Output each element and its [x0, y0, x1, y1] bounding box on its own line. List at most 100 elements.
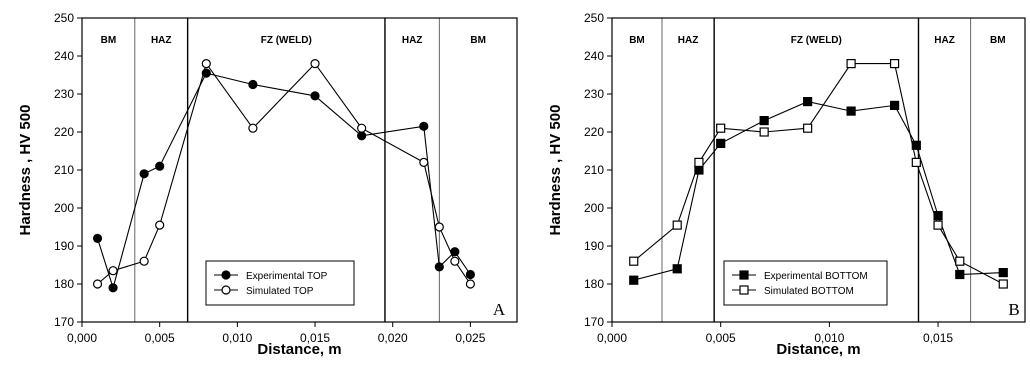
data-point-experimental — [248, 79, 258, 90]
data-point-simulated — [419, 157, 429, 167]
x-tick-label: 0,020 — [378, 331, 408, 345]
data-point-simulated — [955, 256, 965, 266]
chart-panel-a: BM HAZ FZ (WELD) HAZ BM 170 180 190 200 210 220 230… — [17, 11, 518, 358]
y-tick-label: 220 — [584, 125, 604, 139]
data-point-experimental — [629, 275, 639, 285]
data-point-simulated — [998, 279, 1008, 289]
data-point-experimental — [716, 138, 726, 148]
data-point-simulated — [201, 58, 211, 69]
data-point-experimental — [672, 264, 682, 274]
y-tick-label: 250 — [584, 11, 604, 25]
data-point-simulated — [911, 157, 921, 167]
legend-box — [205, 260, 355, 306]
data-point-simulated — [92, 279, 103, 289]
data-point-experimental — [108, 283, 118, 293]
legend-entry: Simulated BOTTOM — [764, 286, 854, 297]
x-axis-label: Distance, m — [776, 341, 860, 358]
data-point-experimental — [759, 115, 769, 126]
x-tick-label: 0,000 — [67, 331, 97, 345]
legend-entry: Experimental TOP — [246, 271, 328, 282]
panel-label: B — [1008, 300, 1019, 319]
y-tick-label: 250 — [54, 11, 74, 25]
x-tick-label: 0,000 — [597, 331, 627, 345]
y-tick-label: 180 — [54, 277, 74, 291]
data-point-simulated — [803, 123, 813, 133]
x-tick-label: 0,015 — [923, 331, 953, 345]
data-point-experimental — [998, 268, 1008, 278]
y-tick-label: 210 — [584, 163, 604, 177]
x-tick-label: 0,010 — [222, 331, 252, 345]
y-tick-label: 230 — [584, 87, 604, 101]
series-line-simulated — [97, 62, 471, 285]
data-point-simulated — [434, 222, 444, 232]
data-point-simulated — [108, 266, 118, 276]
data-point-experimental — [933, 211, 943, 221]
data-point-simulated — [694, 157, 704, 167]
data-point-experimental — [889, 100, 900, 111]
data-point-simulated — [357, 123, 367, 133]
data-point-simulated — [672, 220, 682, 230]
region-label: HAZ — [151, 35, 172, 46]
region-label: BM — [470, 35, 486, 46]
x-tick-label: 0,010 — [814, 331, 844, 345]
data-point-experimental — [955, 269, 965, 280]
y-tick-label: 230 — [54, 87, 74, 101]
region-label: HAZ — [934, 35, 955, 46]
x-tick-label: 0,005 — [145, 331, 175, 345]
data-point-experimental — [434, 262, 444, 272]
series-line-experimental — [97, 72, 471, 290]
y-tick-label: 180 — [584, 277, 604, 291]
y-tick-label: 170 — [54, 315, 74, 329]
data-point-simulated — [716, 123, 726, 133]
data-point-experimental — [139, 169, 149, 179]
y-tick-label: 190 — [584, 239, 604, 253]
data-point-simulated — [629, 256, 639, 266]
data-point-simulated — [155, 220, 165, 230]
data-point-experimental — [803, 96, 813, 107]
region-label: HAZ — [678, 35, 699, 46]
data-point-experimental — [92, 233, 103, 243]
series-line-simulated — [633, 63, 1004, 285]
y-tick-label: 240 — [54, 49, 74, 63]
legend-marker — [221, 270, 231, 280]
y-tick-label: 210 — [54, 163, 74, 177]
data-point-simulated — [465, 279, 475, 289]
legend: Experimental TOP Simulated TOP — [205, 260, 355, 306]
region-label: FZ (WELD) — [791, 35, 842, 46]
legend-marker — [739, 270, 749, 280]
data-point-simulated — [933, 220, 943, 230]
data-point-simulated — [248, 123, 258, 133]
legend-entry: Experimental BOTTOM — [764, 271, 868, 282]
x-tick-label: 0,015 — [300, 331, 330, 345]
data-point-experimental — [911, 140, 921, 150]
x-tick-label: 0,025 — [455, 331, 485, 345]
region-label: BM — [629, 35, 645, 46]
region-label: HAZ — [402, 35, 423, 46]
y-tick-label: 200 — [584, 201, 604, 215]
legend-marker — [739, 285, 749, 295]
data-point-simulated — [759, 127, 769, 137]
y-axis-label: Hardness , HV 500 — [547, 105, 564, 236]
data-point-simulated — [889, 58, 900, 69]
data-point-experimental — [465, 269, 475, 280]
x-tick-label: 0,005 — [706, 331, 736, 345]
data-point-experimental — [846, 106, 856, 116]
legend-entry: Simulated TOP — [246, 286, 314, 297]
data-point-simulated — [846, 58, 856, 69]
legend-marker — [221, 285, 231, 295]
y-tick-label: 200 — [54, 201, 74, 215]
y-tick-label: 190 — [54, 239, 74, 253]
chart-panel-b: BM HAZ FZ (WELD) HAZ BM 170 180 190 200 210 220 230… — [547, 11, 1026, 358]
data-point-experimental — [201, 68, 211, 78]
region-label: FZ (WELD) — [261, 35, 312, 46]
data-point-experimental — [310, 91, 320, 101]
data-point-simulated — [450, 256, 460, 266]
y-tick-label: 170 — [584, 315, 604, 329]
x-axis-label: Distance, m — [257, 341, 341, 358]
data-point-simulated — [139, 256, 149, 266]
data-point-experimental — [155, 161, 165, 171]
region-label: BM — [990, 35, 1006, 46]
y-tick-label: 240 — [584, 49, 604, 63]
y-axis-label: Hardness , HV 500 — [17, 105, 34, 236]
